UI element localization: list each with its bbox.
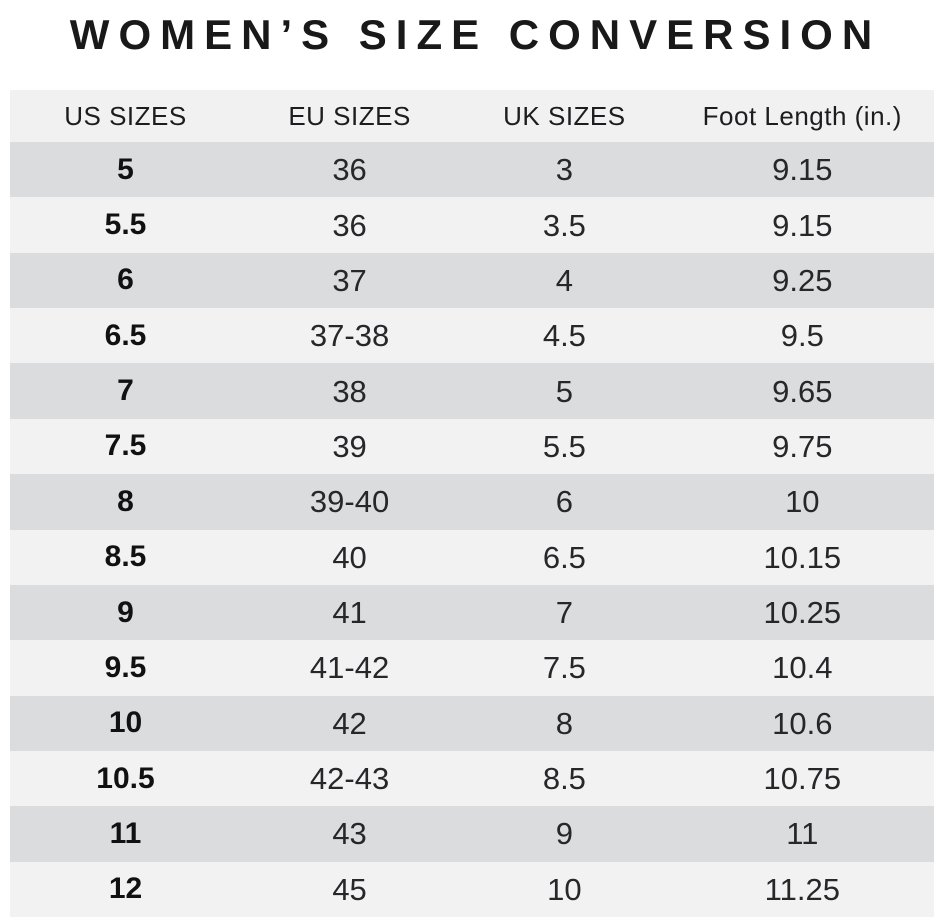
table-row: 11 43 9 11 (10, 806, 934, 862)
column-header: EU SIZES (288, 101, 411, 131)
table-cell: 6.5 (542, 539, 586, 575)
column-header: UK SIZES (503, 101, 626, 131)
table-cell: 3.5 (542, 207, 586, 243)
table-cell: 9.75 (772, 428, 833, 464)
table-cell: 11 (109, 816, 142, 850)
table-cell: 10.25 (763, 595, 842, 631)
table-cell: 9.15 (772, 207, 833, 243)
table-cell: 41-42 (309, 650, 390, 686)
table-cell: 4.5 (542, 318, 586, 354)
table-row: 9 41 7 10.25 (10, 584, 934, 641)
table-row: 9.5 41-42 7.5 10.4 (10, 640, 934, 696)
table-cell: 10.75 (763, 761, 842, 797)
table-cell: 3 (555, 152, 573, 188)
table-cell: 9.25 (772, 262, 833, 298)
table-cell: 38 (332, 373, 367, 409)
table-cell: 39 (332, 428, 367, 464)
table-cell: 10.5 (96, 761, 155, 795)
table-cell: 8.5 (542, 761, 586, 797)
table-row: 5 36 3 9.15 (10, 142, 934, 198)
table-cell: 4 (555, 262, 573, 298)
table-row: 8 39-40 6 10 (10, 474, 934, 530)
table-cell: 11.25 (764, 871, 840, 907)
table-cell: 45 (332, 871, 367, 907)
table-cell: 42 (332, 705, 367, 741)
table-header-row: US SIZES EU SIZES UK SIZES Foot Length (in.… (10, 90, 934, 142)
table-cell: 6 (117, 263, 134, 297)
table-cell: 6.5 (104, 318, 147, 352)
column-header: US SIZES (64, 101, 187, 131)
table-cell: 43 (332, 816, 367, 852)
table-row: 8.5 40 6.5 10.15 (10, 529, 934, 585)
table-cell: 9 (555, 816, 573, 852)
table-cell: 37 (332, 262, 367, 298)
table-cell: 10 (785, 484, 820, 520)
table-cell: 5 (555, 373, 573, 409)
table-cell: 36 (332, 207, 367, 243)
table-row: 7 38 5 9.65 (10, 363, 934, 419)
table-cell: 5 (117, 152, 134, 186)
column-header: Foot Length (in.) (702, 101, 902, 131)
page-title: WOMEN’S SIZE CONVERSION (69, 11, 882, 58)
table-cell: 10.15 (763, 539, 842, 575)
table-cell: 37-38 (309, 318, 390, 354)
table-row: 6.5 37-38 4.5 9.5 (10, 308, 934, 364)
table-cell: 10.4 (772, 650, 833, 686)
table-row: 7.5 39 5.5 9.75 (10, 418, 934, 475)
table-cell: 8 (117, 484, 134, 518)
table-cell: 9.15 (772, 152, 833, 188)
table-cell: 5.5 (104, 208, 147, 242)
table-cell: 10 (108, 706, 143, 740)
size-conversion-table: US SIZES EU SIZES UK SIZES Foot Length (in.… (10, 90, 934, 917)
table-cell: 6 (555, 484, 573, 520)
table-cell: 9 (117, 595, 134, 629)
table-cell: 9.5 (104, 650, 147, 684)
table-cell: 10.6 (772, 705, 833, 741)
table-cell: 42-43 (309, 761, 390, 797)
table-cell: 12 (108, 872, 143, 906)
table-cell: 41 (332, 595, 367, 631)
table-cell: 9.5 (780, 318, 824, 354)
table-cell: 7.5 (542, 650, 586, 686)
table-cell: 9.65 (772, 373, 833, 409)
table-cell: 7.5 (104, 429, 147, 463)
table-body: 5 36 3 9.15 5.5 36 3.5 9.15 6 37 4 9.25 6.5 37-38 4.5 9… (10, 142, 934, 917)
table-cell: 7 (555, 595, 573, 631)
table-cell: 36 (332, 152, 367, 188)
table-cell: 39-40 (309, 484, 390, 520)
table-cell: 10 (547, 871, 582, 907)
table-row: 5.5 36 3.5 9.15 (10, 197, 934, 253)
table-row: 6 37 4 9.25 (10, 252, 934, 309)
table-cell: 11 (786, 816, 819, 852)
table-row: 10.5 42-43 8.5 10.75 (10, 750, 934, 807)
table-row: 12 45 10 11.25 (10, 861, 934, 917)
table-cell: 5.5 (542, 428, 586, 464)
table-cell: 7 (117, 374, 134, 408)
table-cell: 8 (555, 705, 573, 741)
table-row: 10 42 8 10.6 (10, 695, 934, 751)
table-cell: 40 (332, 539, 367, 575)
table-cell: 8.5 (104, 540, 147, 574)
